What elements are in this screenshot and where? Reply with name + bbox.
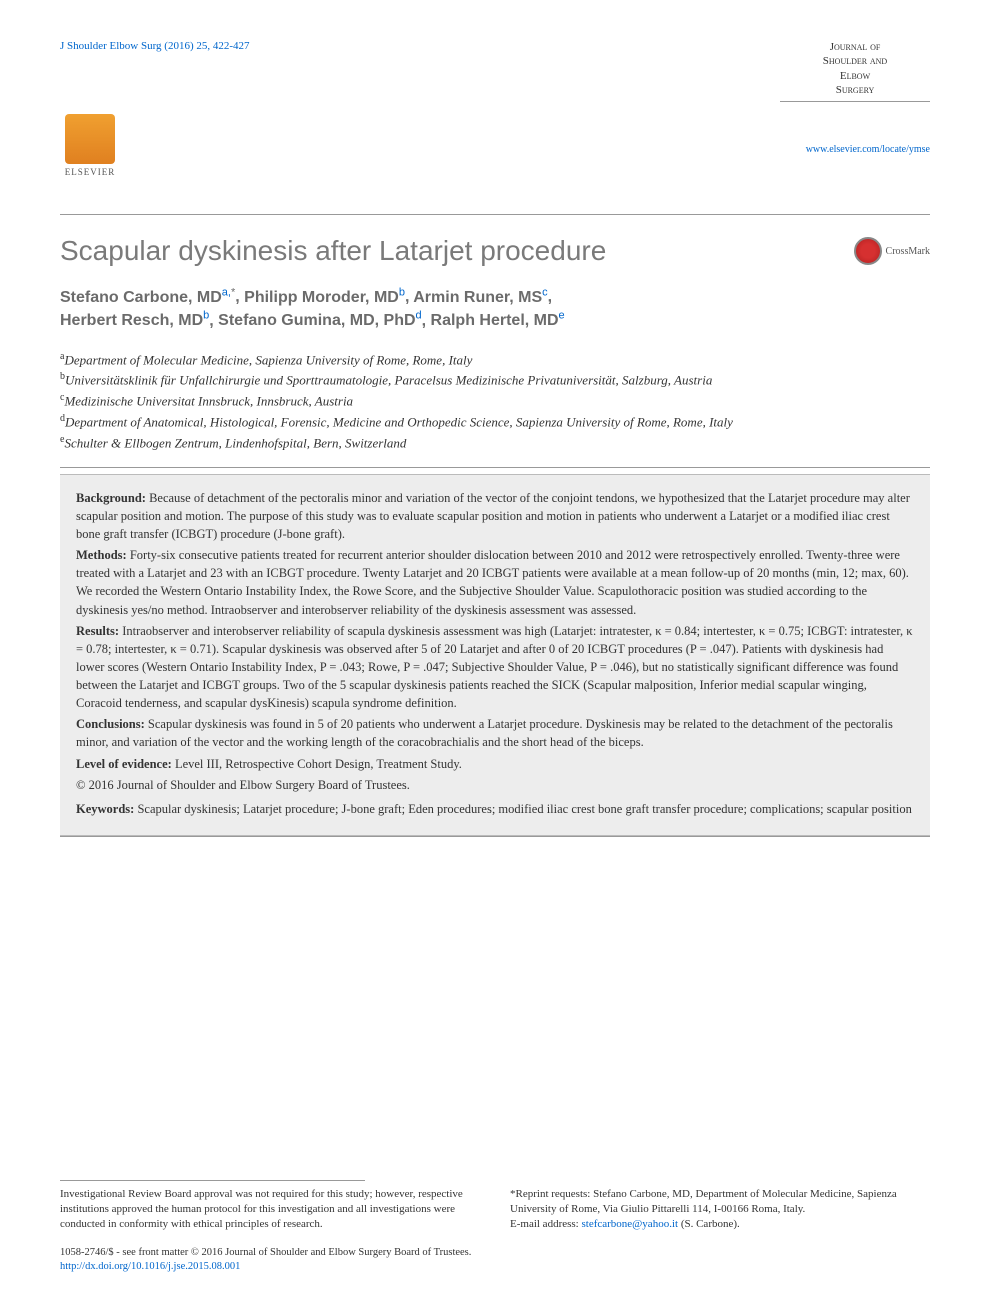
issn-line: 1058-2746/$ - see front matter © 2016 Jo… xyxy=(60,1246,930,1261)
section-label: Methods: xyxy=(76,548,127,562)
author: Stefano Gumina, MD, PhDd xyxy=(218,312,421,329)
author-affil-sup: c xyxy=(542,286,548,298)
section-text: Forty-six consecutive patients treated f… xyxy=(76,548,909,616)
rule xyxy=(60,214,930,215)
journal-name-line: Elbow xyxy=(780,69,930,83)
author-affil-sup: b xyxy=(203,310,209,322)
crossmark-icon xyxy=(854,237,882,265)
email-label: E-mail address: xyxy=(510,1218,579,1230)
author-affil-sup: b xyxy=(399,286,405,298)
abstract-box: Background: Because of detachment of the… xyxy=(60,474,930,836)
author: Philipp Moroder, MDb xyxy=(244,289,405,306)
footer: Investigational Review Board approval wa… xyxy=(60,1174,930,1275)
crossmark-label: CrossMark xyxy=(886,246,930,257)
section-text: Intraobserver and interobserver reliabil… xyxy=(76,624,913,711)
affiliation-key: d xyxy=(60,413,65,424)
author-affil-sup: e xyxy=(559,310,565,322)
section-label: Keywords: xyxy=(76,802,134,816)
footer-meta: 1058-2746/$ - see front matter © 2016 Jo… xyxy=(60,1246,930,1275)
abstract-keywords: Keywords: Scapular dyskinesis; Latarjet … xyxy=(76,800,914,818)
author-affil-sup: d xyxy=(416,310,422,322)
reprint-block: *Reprint requests: Stefano Carbone, MD, … xyxy=(510,1187,930,1232)
section-text: Scapular dyskinesis; Latarjet procedure;… xyxy=(137,802,911,816)
reprint-label: *Reprint requests: xyxy=(510,1188,590,1200)
journal-name-box: Journal of Shoulder and Elbow Surgery xyxy=(780,40,930,102)
citation: J Shoulder Elbow Surg (2016) 25, 422-427 xyxy=(60,40,250,52)
affiliation-key: b xyxy=(60,371,65,382)
section-text: Because of detachment of the pectoralis … xyxy=(76,491,910,541)
elsevier-logo: ELSEVIER xyxy=(60,114,120,184)
section-label: Results: xyxy=(76,624,119,638)
author: Stefano Carbone, MDa,* xyxy=(60,289,235,306)
footer-columns: Investigational Review Board approval wa… xyxy=(60,1187,930,1232)
abstract-copyright: © 2016 Journal of Shoulder and Elbow Sur… xyxy=(76,776,914,794)
corresponding-star: * xyxy=(231,286,235,298)
author-affil-sup: a, xyxy=(222,286,231,298)
affiliation-key: a xyxy=(60,351,64,362)
section-label: Background: xyxy=(76,491,146,505)
journal-name-line: Journal of xyxy=(780,40,930,54)
rule xyxy=(60,467,930,468)
authors: Stefano Carbone, MDa,*, Philipp Moroder,… xyxy=(60,285,930,332)
affiliation: bUniversitätsklinik für Unfallchirurgie … xyxy=(60,369,930,390)
abstract-conclusions: Conclusions: Scapular dyskinesis was fou… xyxy=(76,715,914,751)
abstract-methods: Methods: Forty-six consecutive patients … xyxy=(76,546,914,619)
rule xyxy=(60,1180,365,1181)
elsevier-tree-icon xyxy=(65,114,115,164)
section-text: Level III, Retrospective Cohort Design, … xyxy=(175,757,462,771)
rule xyxy=(60,836,930,837)
irb-note: Investigational Review Board approval wa… xyxy=(60,1187,480,1232)
journal-url[interactable]: www.elsevier.com/locate/ymse xyxy=(806,144,930,155)
abstract-results: Results: Intraobserver and interobserver… xyxy=(76,622,914,713)
email-author: (S. Carbone). xyxy=(681,1218,740,1230)
author: Ralph Hertel, MDe xyxy=(431,312,565,329)
affiliation: dDepartment of Anatomical, Histological,… xyxy=(60,411,930,432)
abstract-background: Background: Because of detachment of the… xyxy=(76,489,914,543)
header-row: J Shoulder Elbow Surg (2016) 25, 422-427… xyxy=(60,40,930,102)
author: Herbert Resch, MDb xyxy=(60,312,209,329)
journal-name-line: Surgery xyxy=(780,83,930,97)
section-label: Level of evidence: xyxy=(76,757,172,771)
journal-name-line: Shoulder and xyxy=(780,54,930,68)
logo-row: ELSEVIER www.elsevier.com/locate/ymse xyxy=(60,114,930,184)
doi-link[interactable]: http://dx.doi.org/10.1016/j.jse.2015.08.… xyxy=(60,1261,240,1272)
journal-url-link[interactable]: www.elsevier.com/locate/ymse xyxy=(806,144,930,155)
affiliation: cMedizinische Universitat Innsbruck, Inn… xyxy=(60,390,930,411)
author: Armin Runer, MSc xyxy=(413,289,547,306)
section-text: Scapular dyskinesis was found in 5 of 20… xyxy=(76,717,893,749)
affiliation-key: e xyxy=(60,434,64,445)
section-label: Conclusions: xyxy=(76,717,145,731)
abstract-level: Level of evidence: Level III, Retrospect… xyxy=(76,755,914,773)
publisher-name: ELSEVIER xyxy=(65,167,116,177)
affiliation: aDepartment of Molecular Medicine, Sapie… xyxy=(60,349,930,370)
affiliations: aDepartment of Molecular Medicine, Sapie… xyxy=(60,349,930,453)
affiliation: eSchulter & Ellbogen Zentrum, Lindenhofs… xyxy=(60,432,930,453)
title-row: Scapular dyskinesis after Latarjet proce… xyxy=(60,235,930,267)
article-title: Scapular dyskinesis after Latarjet proce… xyxy=(60,235,606,267)
email-link[interactable]: stefcarbone@yahoo.it xyxy=(581,1218,678,1230)
affiliation-key: c xyxy=(60,392,64,403)
crossmark-badge[interactable]: CrossMark xyxy=(854,237,930,265)
